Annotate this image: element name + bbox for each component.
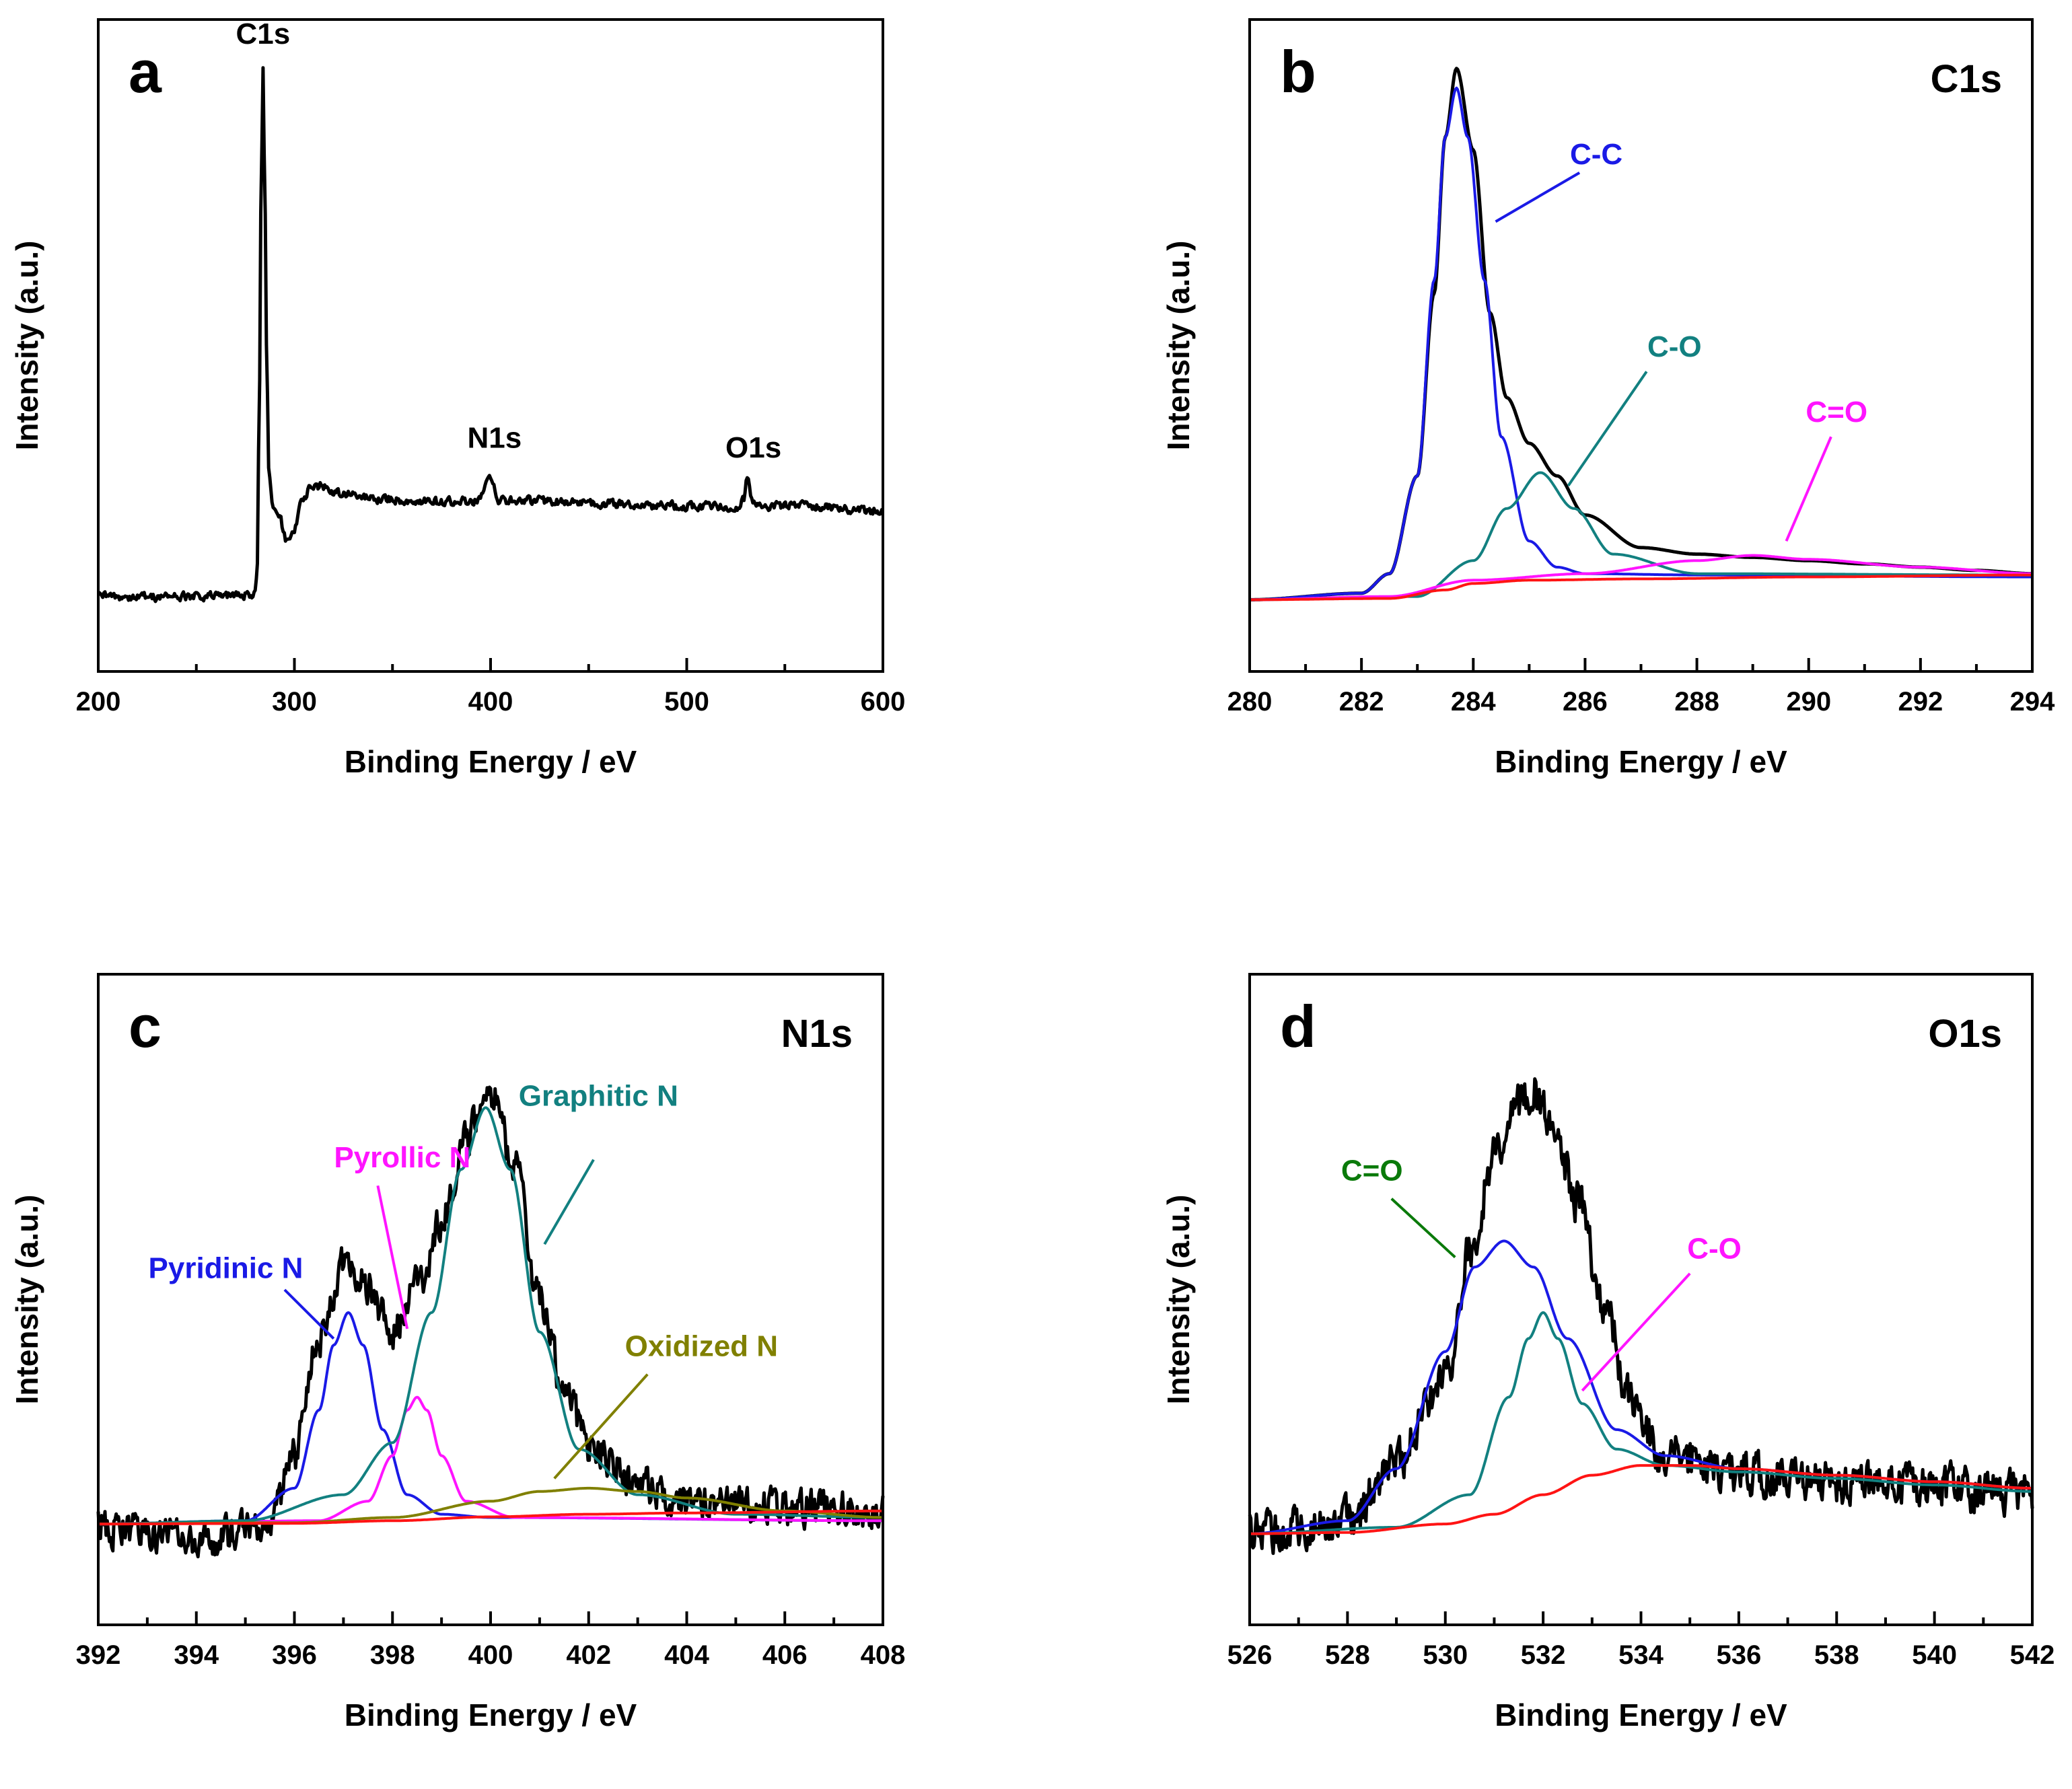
- peak-label: C-O: [1687, 1233, 1742, 1266]
- x-tick-label: 540: [1912, 1640, 1957, 1670]
- plot-frame: [97, 18, 884, 673]
- x-tick-label: 292: [1898, 687, 1943, 717]
- annotation-leader-line: [376, 1185, 409, 1329]
- peak-label: Pyridinic N: [149, 1252, 303, 1285]
- series-line-survey: [98, 66, 884, 604]
- peak-label: O1s: [725, 431, 781, 464]
- panel-letter: d: [1280, 993, 1316, 1060]
- x-tick-label: 538: [1814, 1640, 1859, 1670]
- peak-label: Graphitic N: [519, 1079, 678, 1112]
- series-line-background: [1249, 573, 2033, 601]
- x-tick-label: 600: [861, 687, 906, 717]
- x-tick-label: 290: [1786, 687, 1831, 717]
- series-line-c-o: [1249, 554, 2033, 601]
- panel-title: C1s: [1931, 57, 2002, 101]
- annotation-leader-line: [1785, 436, 1832, 542]
- peak-label: N1s: [467, 422, 522, 455]
- x-tick-label: 528: [1325, 1640, 1370, 1670]
- panel-title: O1s: [1928, 1012, 2002, 1056]
- peak-label: Pyrollic N: [334, 1141, 470, 1174]
- panel-letter: b: [1280, 38, 1316, 105]
- x-tick-label: 542: [2010, 1640, 2055, 1670]
- x-ticks: [97, 1611, 884, 1625]
- y-axis-label: Intensity (a.u.): [9, 241, 44, 451]
- annotation-leader-line: [1495, 171, 1581, 223]
- x-axis-label: Binding Energy / eV: [1495, 744, 1787, 779]
- x-tick-label: 526: [1227, 1640, 1273, 1670]
- panel-b: C-C C-O C=O 280 282 284 286 288 290 292 294 Binding…: [1161, 18, 2055, 779]
- x-tick-label: 400: [468, 687, 513, 717]
- x-tick-label: 280: [1227, 687, 1273, 717]
- x-tick-label: 536: [1717, 1640, 1762, 1670]
- x-tick-label: 288: [1674, 687, 1719, 717]
- peak-label: C-O: [1647, 330, 1702, 363]
- x-tick-label: 500: [664, 687, 709, 717]
- plot-frame: [97, 973, 884, 1626]
- series-line-background: [1249, 1464, 2033, 1535]
- x-tick-label: 398: [370, 1640, 415, 1670]
- x-tick-label: 286: [1563, 687, 1608, 717]
- peak-label: C=O: [1806, 396, 1867, 429]
- y-axis-label: Intensity (a.u.): [1161, 241, 1196, 451]
- x-tick-label: 402: [566, 1640, 611, 1670]
- series-line-experimental: [96, 1085, 885, 1559]
- y-axis-label: Intensity (a.u.): [1161, 1195, 1196, 1405]
- peak-label: C=O: [1341, 1155, 1403, 1188]
- x-tick-label: 406: [762, 1640, 808, 1670]
- y-axis-label: Intensity (a.u.): [9, 1195, 44, 1405]
- x-tick-label: 534: [1618, 1640, 1664, 1670]
- x-tick-label: 404: [664, 1640, 709, 1670]
- x-tick-label: 532: [1521, 1640, 1566, 1670]
- panel-letter: a: [129, 38, 162, 105]
- panel-c: Pyridinic N Pyrollic N Graphitic N Oxidized…: [9, 973, 906, 1732]
- x-tick-label: 294: [2010, 687, 2055, 717]
- series-line-experimental: [1248, 1077, 2034, 1556]
- annotation-leader-line: [543, 1159, 595, 1245]
- panel-d: C=O C-O 526 528 530 532 534 536 538 540 542 Binding…: [1161, 973, 2055, 1732]
- x-axis-label: Binding Energy / eV: [1495, 1697, 1787, 1732]
- plot-frame: [1248, 973, 2034, 1626]
- peak-label: C-C: [1570, 138, 1622, 171]
- panel-a: C1s N1s O1s 200 300 400 500 600 Binding Energy /…: [9, 17, 905, 779]
- x-tick-label: 200: [76, 687, 121, 717]
- x-axis-label: Binding Energy / eV: [345, 1697, 637, 1732]
- x-axis-label: Binding Energy / eV: [345, 744, 637, 779]
- plot-frame: [1248, 18, 2034, 673]
- annotation-leader-line: [553, 1373, 649, 1480]
- peak-label: C1s: [236, 17, 291, 50]
- annotation-leader-line: [283, 1288, 335, 1340]
- x-tick-label: 400: [468, 1640, 513, 1670]
- panel-title: N1s: [781, 1012, 853, 1056]
- x-tick-label: 394: [174, 1640, 219, 1670]
- x-tick-label: 408: [861, 1640, 906, 1670]
- annotation-leader-line: [1390, 1198, 1456, 1259]
- series-line-graphitic-n: [98, 1106, 884, 1526]
- annotation-leader-line: [1581, 1272, 1691, 1392]
- x-tick-label: 284: [1451, 687, 1496, 717]
- x-tick-label: 392: [76, 1640, 121, 1670]
- x-tick-label: 396: [272, 1640, 317, 1670]
- panel-letter: c: [129, 993, 162, 1060]
- peak-label: Oxidized N: [625, 1330, 778, 1363]
- x-tick-label: 300: [272, 687, 317, 717]
- series-line-background: [98, 1509, 884, 1526]
- series-line-c-o: [1249, 1311, 2033, 1535]
- annotation-leader-line: [1567, 371, 1648, 486]
- x-tick-label: 282: [1339, 687, 1384, 717]
- x-tick-label: 530: [1423, 1640, 1468, 1670]
